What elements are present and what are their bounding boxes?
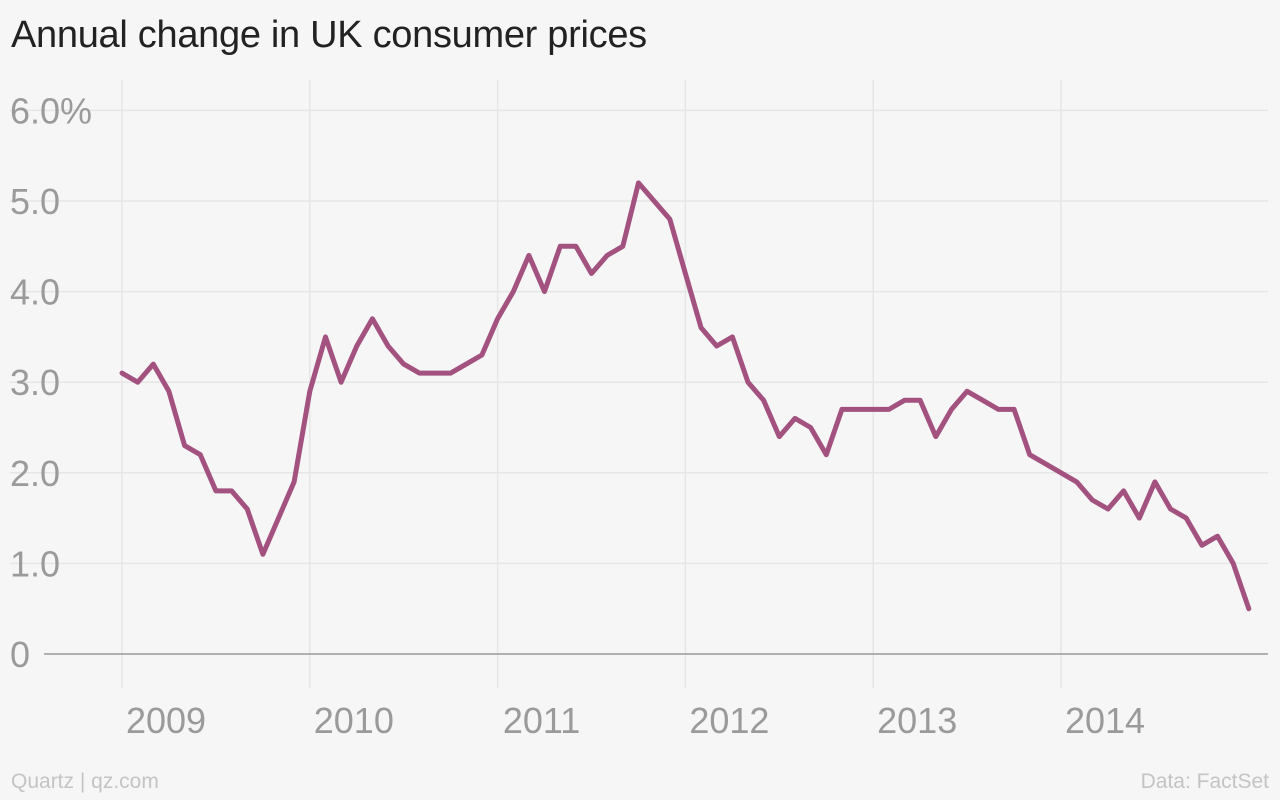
x-tick-label: 2012	[689, 700, 769, 741]
y-tick-label: 5.0	[10, 181, 60, 222]
x-tick-label: 2014	[1065, 700, 1145, 741]
y-tick-label: 3.0	[10, 362, 60, 403]
series-line	[119, 180, 1252, 612]
y-tick-label: 0	[10, 634, 30, 675]
x-tick-label: 2013	[877, 700, 957, 741]
chart-title: Annual change in UK consumer prices	[11, 14, 647, 56]
y-tick-label: 6.0%	[10, 90, 92, 131]
y-tick-label: 1.0	[10, 543, 60, 584]
x-tick-label: 2009	[126, 700, 206, 741]
footer-source-right: Data: FactSet	[1140, 770, 1269, 793]
footer-source-left: Quartz | qz.com	[11, 770, 159, 793]
x-tick-label: 2011	[503, 700, 580, 741]
y-tick-label: 4.0	[10, 272, 60, 313]
y-tick-label: 2.0	[10, 453, 60, 494]
x-tick-label: 2010	[314, 700, 394, 741]
